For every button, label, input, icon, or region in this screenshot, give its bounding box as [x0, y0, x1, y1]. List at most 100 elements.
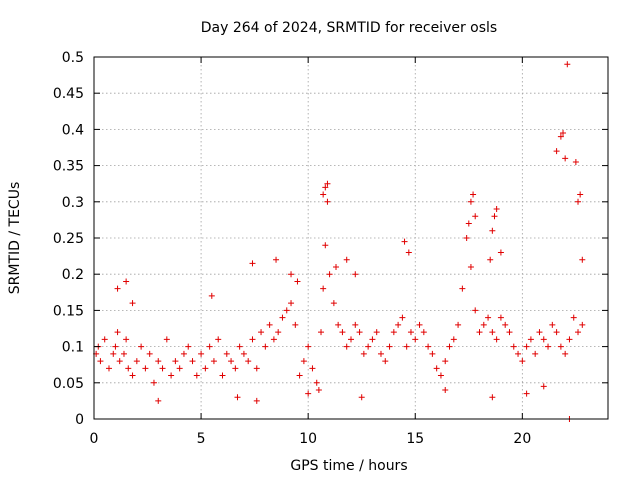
data-point — [545, 343, 552, 350]
y-tick-label: 0.05 — [53, 376, 84, 392]
data-point — [557, 133, 564, 140]
data-point — [193, 372, 200, 379]
data-point — [240, 350, 247, 357]
data-point — [442, 387, 449, 394]
data-point — [480, 321, 487, 328]
data-point — [155, 397, 162, 404]
data-point — [168, 372, 175, 379]
data-point — [249, 260, 256, 267]
data-point — [305, 343, 312, 350]
data-point — [412, 336, 419, 343]
data-point — [358, 394, 365, 401]
data-point — [579, 256, 586, 263]
data-point — [493, 206, 500, 213]
data-point — [300, 358, 307, 365]
data-point — [120, 350, 127, 357]
data-point — [114, 285, 121, 292]
data-point — [489, 394, 496, 401]
data-points — [93, 61, 586, 422]
data-point — [324, 198, 331, 205]
y-tick-label: 0.4 — [62, 122, 84, 138]
data-point — [463, 235, 470, 241]
data-point — [403, 343, 410, 350]
y-tick-label: 0.3 — [62, 195, 84, 211]
data-point — [429, 350, 436, 357]
data-point — [572, 158, 579, 165]
data-point — [577, 191, 584, 198]
data-point — [155, 358, 162, 365]
data-point — [570, 314, 577, 321]
data-point — [333, 263, 340, 270]
data-point — [348, 336, 354, 343]
data-point — [523, 390, 530, 397]
data-point — [510, 343, 517, 350]
data-point — [114, 329, 121, 336]
data-point — [249, 336, 256, 343]
data-point — [253, 397, 260, 404]
x-tick-label: 15 — [406, 431, 424, 447]
data-point — [446, 343, 453, 350]
chart-title: Day 264 of 2024, SRMTID for receiver osl… — [201, 20, 497, 36]
data-point — [322, 184, 329, 191]
data-point — [476, 329, 483, 336]
data-point — [172, 358, 179, 365]
x-tick-label: 5 — [197, 431, 206, 447]
data-point — [206, 343, 213, 350]
data-point — [150, 379, 157, 386]
data-point — [549, 321, 556, 328]
data-point — [352, 271, 359, 278]
data-point — [467, 198, 474, 205]
y-tick-label: 0.25 — [53, 231, 84, 247]
grid-lines — [94, 57, 608, 419]
data-point — [245, 358, 252, 365]
data-point — [540, 336, 547, 343]
data-point — [405, 249, 412, 256]
y-tick-label: 0.5 — [62, 50, 84, 66]
data-point — [142, 365, 149, 372]
data-point — [442, 358, 449, 365]
data-point — [437, 372, 444, 379]
y-ticks: 0 0.05 0.1 0.15 0.2 0.25 0.3 0.35 0.4 0.45 0.5 — [53, 50, 608, 428]
data-point — [470, 191, 477, 198]
data-point — [377, 350, 384, 357]
data-point — [575, 329, 582, 336]
data-point — [129, 372, 136, 379]
data-point — [467, 263, 474, 270]
data-point — [296, 372, 303, 379]
data-point — [189, 358, 196, 365]
data-point — [339, 329, 346, 336]
data-point — [502, 321, 509, 328]
data-point — [425, 343, 432, 350]
data-point — [202, 365, 209, 372]
y-axis-label: SRMTID / TECUs — [7, 182, 23, 295]
data-point — [506, 329, 513, 336]
data-point — [146, 350, 153, 357]
data-point — [433, 365, 440, 372]
data-point — [489, 227, 496, 234]
data-point — [305, 390, 312, 397]
x-ticks: 0 5 10 15 20 — [90, 57, 531, 447]
data-point — [356, 329, 363, 336]
data-point — [322, 242, 329, 249]
data-point — [294, 278, 301, 285]
data-point — [472, 213, 479, 220]
data-point — [420, 329, 427, 336]
data-point — [320, 191, 327, 198]
data-point — [519, 358, 526, 365]
data-point — [487, 256, 494, 263]
y-tick-label: 0.35 — [53, 159, 84, 175]
data-point — [253, 365, 260, 372]
data-point — [566, 336, 573, 343]
data-point — [489, 329, 496, 336]
y-tick-label: 0.2 — [62, 267, 84, 283]
data-point — [180, 350, 187, 357]
x-axis-label: GPS time / hours — [290, 458, 407, 474]
data-point — [125, 365, 132, 372]
data-point — [450, 336, 457, 343]
data-point — [562, 350, 569, 357]
data-point — [266, 321, 273, 328]
data-point — [288, 300, 295, 307]
data-point — [228, 358, 235, 365]
data-point — [562, 155, 569, 162]
data-point — [133, 358, 140, 365]
